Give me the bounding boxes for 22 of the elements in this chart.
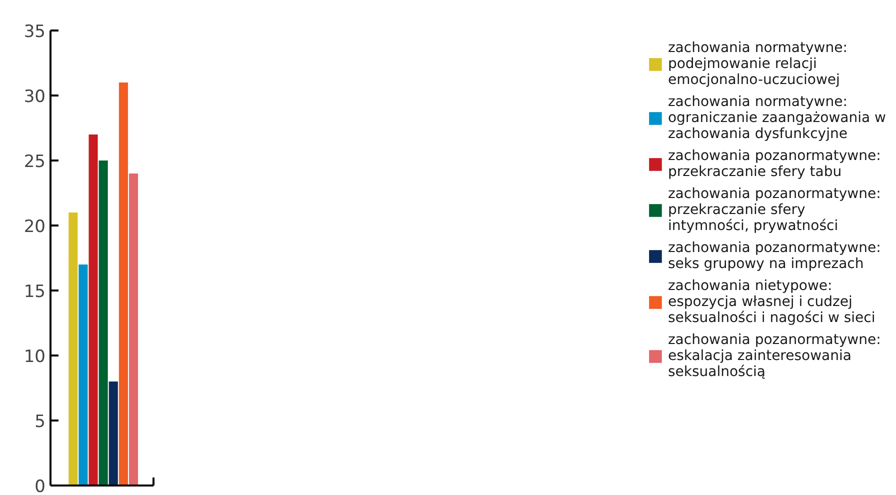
y-tick-label: 10 (24, 347, 46, 367)
legend-label: zachowania normatywne: podejmowanie relacji emocjonalno-uczuciowej (668, 40, 848, 88)
y-tick-label: 30 (24, 87, 46, 107)
bar (128, 174, 138, 486)
bar (118, 82, 128, 486)
bar (68, 212, 78, 486)
legend-label: zachowania pozanormatywne: eskalacja zainteresowania seksualnością (668, 332, 881, 380)
bar (88, 134, 98, 486)
bar (78, 264, 88, 486)
y-tick-label: 15 (24, 282, 46, 302)
legend-label: zachowania nietypowe: espozycja własnej i cudzej seksualności i nagości w sieci (668, 278, 876, 326)
legend-label: zachowania pozanormatywne: przekraczanie sfery intymności, prywatności (668, 186, 881, 234)
y-tick-label: 0 (34, 477, 46, 495)
legend-label: zachowania normatywne: ograniczanie zaangażowania w zachowania dysfunkcyjne (668, 94, 886, 142)
y-tick-label: 25 (24, 152, 46, 172)
legend-label: zachowania pozanormatywne: przekraczanie sfery tabu (668, 148, 881, 180)
bar (98, 160, 108, 486)
bar (108, 382, 118, 486)
y-tick-label: 20 (24, 217, 46, 237)
legend-label: zachowania pozanormatywne: seks grupowy na imprezach (668, 240, 881, 272)
y-tick-label: 35 (24, 22, 46, 42)
y-tick-label: 5 (34, 412, 46, 432)
